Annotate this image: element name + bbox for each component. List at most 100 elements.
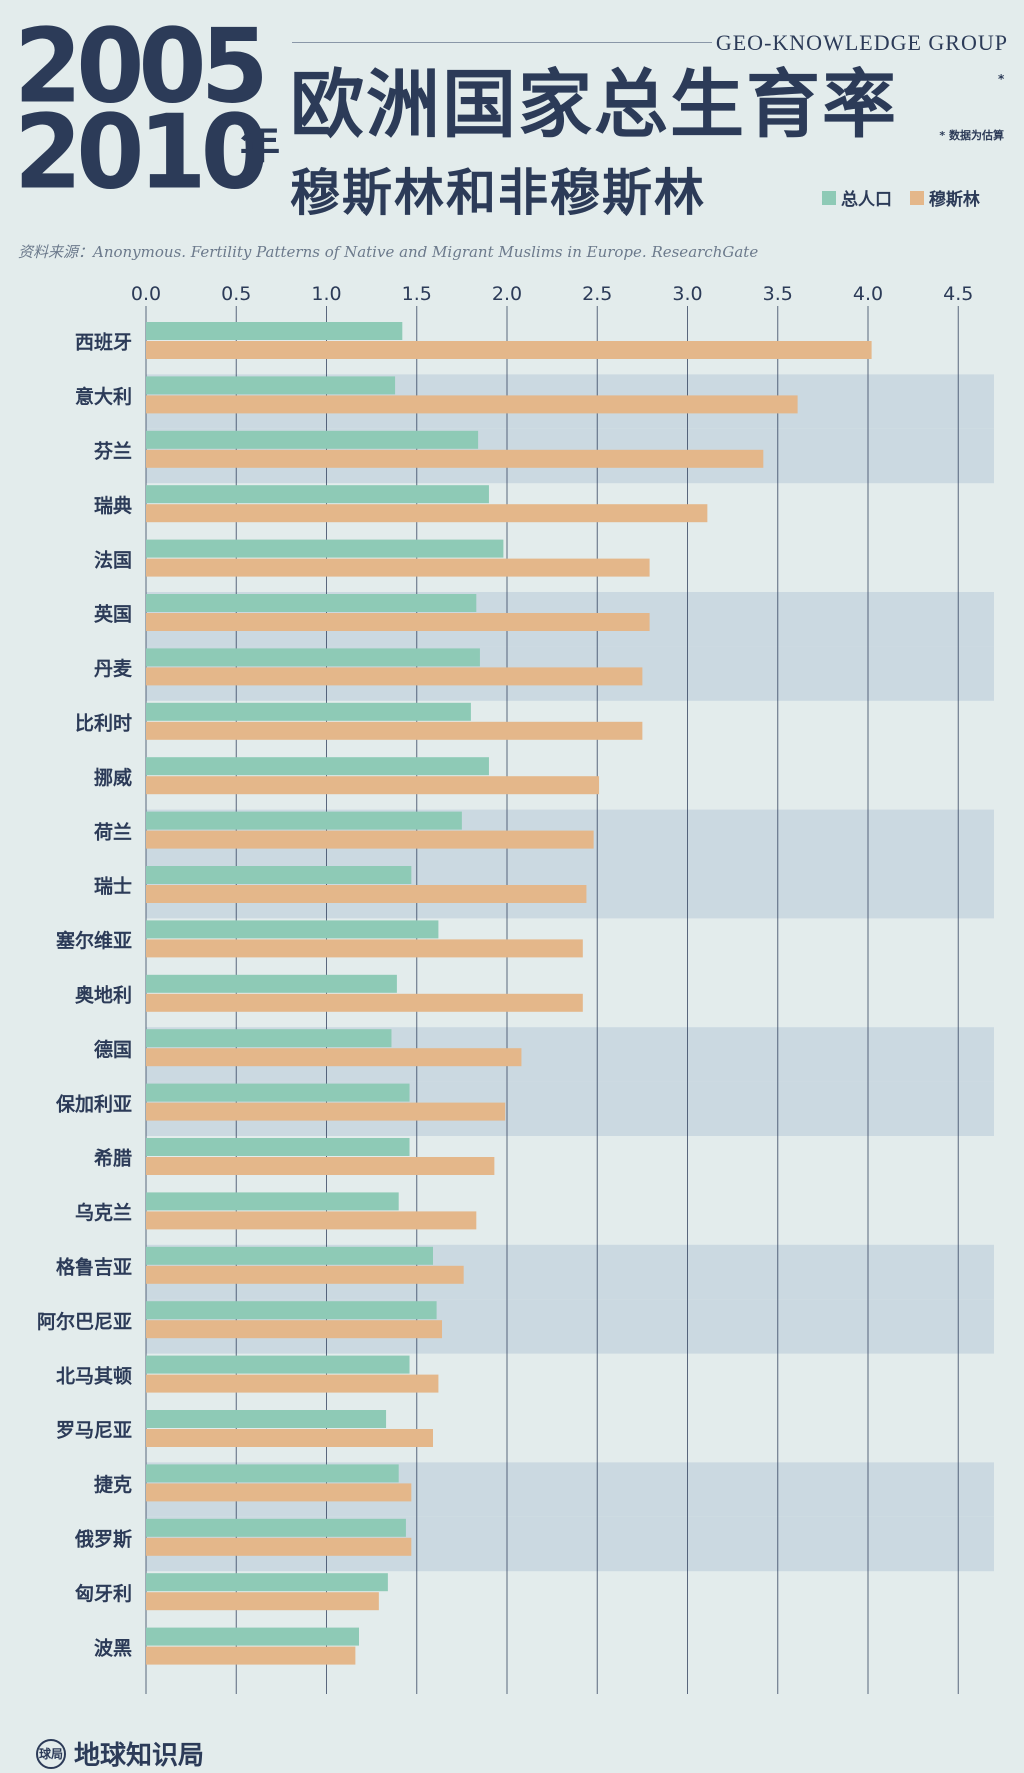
chart-subtitle: 穆斯林和非穆斯林 <box>290 164 706 222</box>
category-label: 法国 <box>94 548 132 571</box>
legend: 总人口 穆斯林 <box>822 185 992 210</box>
category-label: 英国 <box>94 603 132 626</box>
bar-total <box>146 811 462 830</box>
bar-muslim <box>146 1537 412 1556</box>
category-label: 罗马尼亚 <box>56 1420 132 1442</box>
bar-total <box>146 485 489 504</box>
bar-muslim <box>146 558 650 577</box>
bar-total <box>146 1138 410 1156</box>
legend-label-total: 总人口 <box>841 190 892 210</box>
bar-total <box>146 1573 388 1592</box>
bar-muslim <box>146 1646 356 1665</box>
x-tick-label: 3.0 <box>672 283 702 305</box>
bar-chart: 0.0 0.5 1.0 1.5 2.0 2.5 3.0 3.5 4.0 4.5 西班牙意大利芬兰瑞典… <box>37 283 994 1694</box>
category-label: 比利时 <box>75 713 132 735</box>
x-tick-label: 4.5 <box>943 283 973 305</box>
category-label: 荷兰 <box>94 820 132 843</box>
year-start: 2005 <box>14 7 269 127</box>
bar-total <box>146 430 479 449</box>
category-label: 俄罗斯 <box>74 1528 132 1551</box>
bar-total <box>146 594 477 612</box>
bar-muslim <box>146 830 594 849</box>
category-label: 丹麦 <box>94 657 133 680</box>
bar-total <box>146 322 403 340</box>
bar-total <box>146 1246 433 1265</box>
bar-total <box>146 920 439 939</box>
bar-muslim <box>146 1265 464 1284</box>
category-label: 意大利 <box>75 385 132 408</box>
bar-muslim <box>146 993 583 1012</box>
bar-muslim <box>146 341 872 359</box>
bar-total <box>146 539 504 558</box>
footer-logo: 球局 <box>36 1738 66 1769</box>
footer: 球局 地球知识局 <box>36 1735 204 1772</box>
bar-total <box>146 866 412 884</box>
bar-muslim <box>146 1048 522 1067</box>
bar-muslim <box>146 1483 412 1502</box>
bar-muslim <box>146 504 708 523</box>
bar-total <box>146 757 489 776</box>
category-label: 北马其顿 <box>56 1364 132 1387</box>
legend-swatch-muslim <box>909 190 924 205</box>
category-label: 瑞典 <box>94 494 132 517</box>
category-label: 捷克 <box>94 1473 132 1496</box>
category-label: 德国 <box>94 1038 132 1061</box>
bar-muslim <box>146 1102 506 1121</box>
bar-total <box>146 974 397 993</box>
bar-total <box>146 1518 406 1537</box>
x-tick-label: 0.5 <box>221 283 251 305</box>
bar-muslim <box>146 449 764 468</box>
category-label: 塞尔维亚 <box>56 929 132 952</box>
bar-total <box>146 702 471 721</box>
bar-muslim <box>146 1429 433 1447</box>
category-label: 希腊 <box>94 1147 132 1170</box>
year-end: 2010 <box>14 93 269 213</box>
legend-label-muslim: 穆斯林 <box>928 190 980 210</box>
category-label: 芬兰 <box>93 440 132 463</box>
category-label: 瑞士 <box>94 875 132 898</box>
category-label: 波黑 <box>94 1636 132 1659</box>
x-tick-label: 4.0 <box>853 283 883 305</box>
source-citation: 资料来源：Anonymous. Fertility Patterns of Na… <box>18 243 759 261</box>
bar-muslim <box>146 667 643 686</box>
bar-total <box>146 1083 410 1102</box>
year-suffix: 年 <box>240 122 280 168</box>
bar-muslim <box>146 721 643 740</box>
bar-total <box>146 1301 437 1320</box>
category-label: 保加利亚 <box>55 1092 132 1115</box>
bar-total <box>146 1410 387 1428</box>
footer-brand: 地球知识局 <box>74 1741 205 1771</box>
header-rule <box>292 42 712 43</box>
bar-muslim <box>146 1320 443 1339</box>
bar-muslim <box>146 1592 379 1611</box>
legend-item-total: 总人口 <box>822 185 892 210</box>
estimate-note: * 数据为估算 <box>939 129 1004 142</box>
bar-muslim <box>146 939 583 958</box>
bar-muslim <box>146 1157 495 1175</box>
category-label: 格鲁吉亚 <box>56 1256 132 1279</box>
chart-header: 2005 2010 年 GEO-KNOWLEDGE GROUP 欧洲国家总生育率… <box>0 0 1024 290</box>
bar-muslim <box>146 1374 439 1393</box>
bar-total <box>146 1029 392 1048</box>
category-label: 匈牙利 <box>75 1582 132 1605</box>
bar-total <box>146 648 480 667</box>
category-label: 奥地利 <box>75 984 132 1007</box>
x-tick-label: 2.0 <box>492 283 522 305</box>
chart-title: 欧洲国家总生育率 <box>290 62 898 148</box>
x-tick-label: 1.5 <box>402 283 432 305</box>
legend-item-muslim: 穆斯林 <box>909 185 980 210</box>
bar-total <box>146 1627 359 1646</box>
legend-swatch-total <box>822 190 836 205</box>
category-label: 阿尔巴尼亚 <box>37 1310 132 1333</box>
category-label: 挪威 <box>94 766 132 789</box>
bar-total <box>146 1192 399 1211</box>
x-tick-label: 0.0 <box>131 283 161 305</box>
bar-total <box>146 1355 410 1374</box>
category-label: 西班牙 <box>75 331 132 354</box>
x-tick-label: 1.0 <box>311 283 341 305</box>
bar-total <box>146 376 396 395</box>
bar-total <box>146 1464 399 1483</box>
bar-muslim <box>146 395 798 414</box>
title-asterisk: * <box>998 72 1005 86</box>
category-label: 乌克兰 <box>75 1201 132 1224</box>
